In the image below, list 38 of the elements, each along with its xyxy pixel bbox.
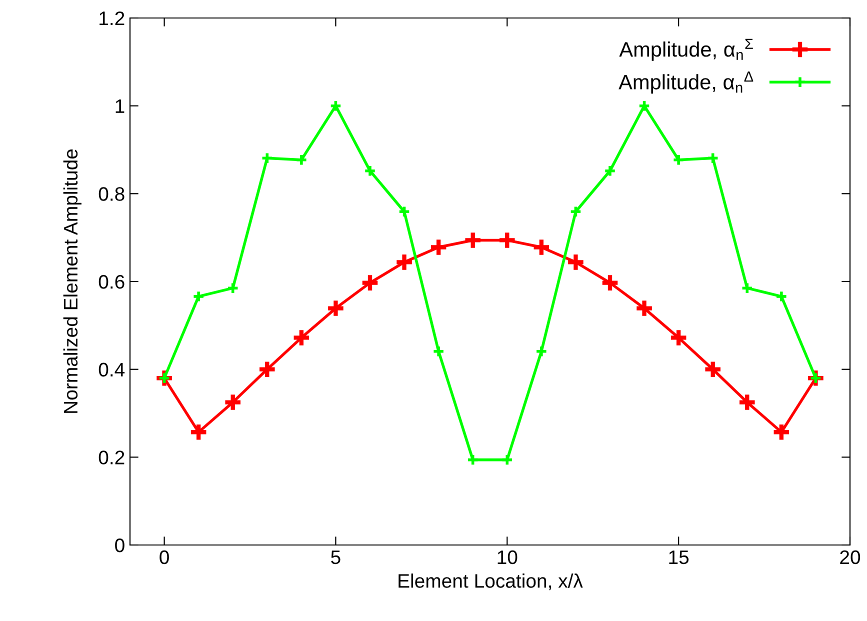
point [364, 164, 376, 178]
point [295, 154, 308, 166]
point [329, 100, 342, 112]
point [158, 372, 171, 384]
point [226, 282, 240, 294]
point [500, 454, 514, 466]
point [535, 345, 548, 358]
y-tick-label: 0.6 [98, 274, 124, 289]
point [638, 100, 651, 112]
point [672, 154, 685, 166]
point [398, 205, 411, 218]
y-tick-label: 0 [115, 538, 124, 552]
y-axis-title: Normalized Element Amplitude [63, 149, 82, 413]
point [604, 164, 616, 178]
point [532, 238, 552, 257]
point [740, 282, 754, 294]
x-axis-title: Element Location, x/λ [398, 574, 583, 590]
y-tick-label: 1.2 [100, 11, 124, 26]
y-tick-label: 0.8 [98, 187, 124, 201]
point [192, 290, 205, 303]
x-tick-label: 0 [160, 550, 169, 564]
x-tick-label: 5 [331, 550, 340, 564]
point [432, 345, 445, 358]
y-tick-label: 0.4 [98, 362, 125, 377]
y-tick-label: 1 [116, 100, 124, 113]
x-tick-label: 10 [498, 550, 518, 564]
y-tick-label: 0.2 [98, 450, 124, 464]
point [809, 372, 822, 384]
legend-label: Amplitude, α$_{n}$$^{Δ}$ [618, 72, 754, 94]
point [706, 152, 720, 164]
point [260, 152, 274, 164]
x-tick-label: 20 [840, 550, 860, 564]
point [775, 290, 788, 303]
point [569, 205, 582, 218]
point [428, 238, 448, 257]
legend-label: Amplitude, α$_{n}$$^{Σ}$ [619, 38, 753, 61]
x-tick-label: 15 [669, 550, 689, 564]
point [466, 454, 480, 466]
